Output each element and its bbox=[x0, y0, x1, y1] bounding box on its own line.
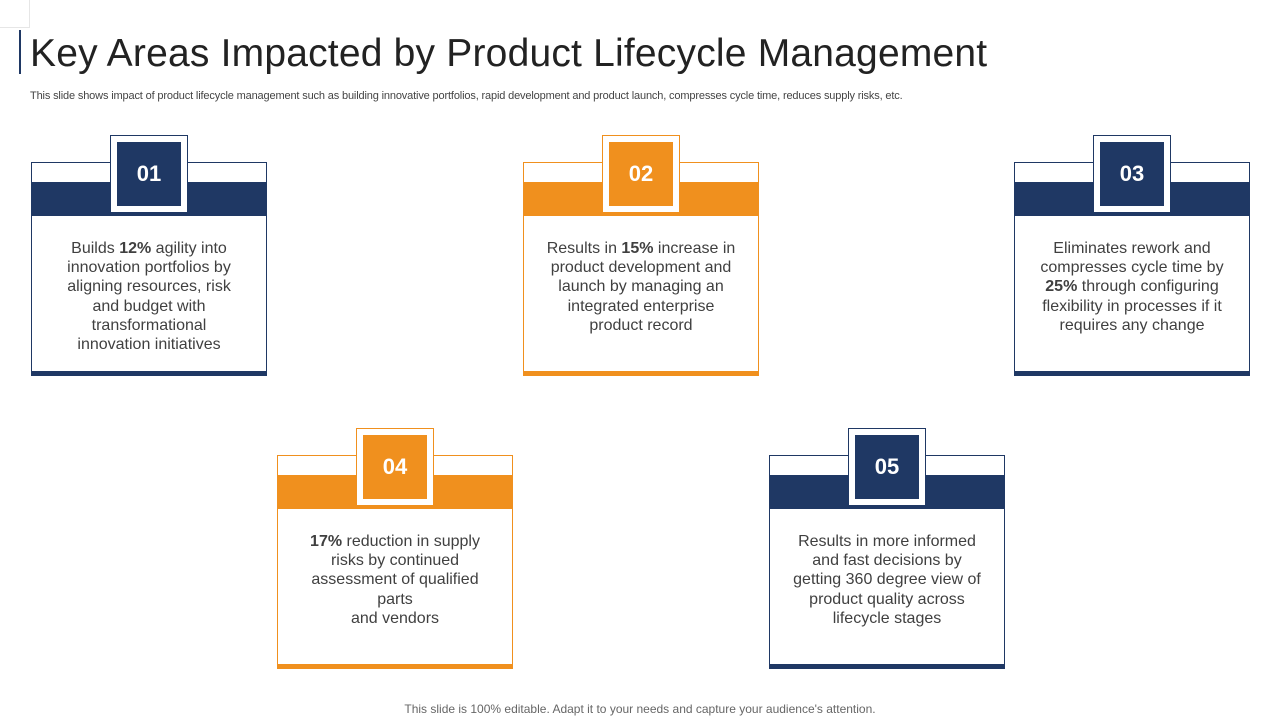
card-03: 03 Eliminates rework and compresses cycl… bbox=[1014, 135, 1250, 376]
card-text-line: requires any change bbox=[1059, 316, 1205, 334]
number-badge: 02 bbox=[602, 135, 680, 213]
card-text-line: compresses cycle time by bbox=[1040, 259, 1224, 277]
card-text-line: risks by continued bbox=[330, 552, 460, 570]
highlight-percent: 15% bbox=[621, 240, 654, 257]
card-text-line: flexibility in processes if it bbox=[1042, 297, 1222, 315]
card-bottom-bar bbox=[277, 664, 513, 669]
number-badge: 05 bbox=[848, 428, 926, 506]
corner-mark bbox=[0, 0, 30, 28]
card-description: Results in more informed and fast decisi… bbox=[790, 532, 984, 628]
card-text-line: product development and bbox=[550, 259, 732, 277]
card-02: 02 Results in 15% increase in product de… bbox=[523, 135, 759, 376]
card-text-line: product record bbox=[589, 316, 693, 334]
card-bottom-bar bbox=[769, 664, 1005, 669]
badge-number: 04 bbox=[363, 435, 427, 499]
badge-number: 03 bbox=[1100, 142, 1164, 206]
highlight-percent: 25% bbox=[1045, 278, 1078, 296]
card-text-line: Eliminates rework and bbox=[1053, 240, 1211, 257]
card-text-line: transformational bbox=[91, 316, 207, 334]
card-description: 17% reduction in supply risks by continu… bbox=[298, 532, 492, 628]
number-badge: 01 bbox=[110, 135, 188, 213]
card-text-line: lifecycle stages bbox=[832, 609, 942, 627]
card-text-line: getting 360 degree view of bbox=[793, 571, 981, 589]
card-05: 05 Results in more informed and fast dec… bbox=[769, 428, 1005, 669]
highlight-percent: 12% bbox=[119, 240, 152, 257]
page-subtitle: This slide shows impact of product lifec… bbox=[30, 90, 903, 102]
card-description: Builds 12% agility into innovation portf… bbox=[52, 239, 246, 354]
title-accent-bar bbox=[19, 30, 21, 74]
card-04: 04 17% reduction in supply risks by cont… bbox=[277, 428, 513, 669]
card-description: Results in 15% increase in product devel… bbox=[544, 239, 738, 335]
card-text-line: and fast decisions by bbox=[812, 552, 962, 570]
card-text-line: Results in 15% increase in bbox=[546, 240, 736, 257]
card-text-line: Builds 12% agility into bbox=[71, 240, 227, 257]
number-badge: 03 bbox=[1093, 135, 1171, 213]
card-text-line: innovation initiatives bbox=[77, 336, 221, 354]
card-text-line: and vendors bbox=[350, 609, 440, 627]
card-text-line: and budget with bbox=[92, 297, 206, 315]
card-text-line: 25% through configuring bbox=[1045, 278, 1219, 296]
card-description: Eliminates rework and compresses cycle t… bbox=[1035, 239, 1229, 335]
footer-note: This slide is 100% editable. Adapt it to… bbox=[404, 702, 876, 716]
badge-number: 01 bbox=[117, 142, 181, 206]
card-text-line: 17% reduction in supply bbox=[310, 533, 480, 550]
highlight-percent: 17% bbox=[310, 533, 343, 550]
card-bottom-bar bbox=[1014, 371, 1250, 376]
badge-number: 02 bbox=[609, 142, 673, 206]
card-text-line: integrated enterprise bbox=[567, 297, 715, 315]
card-text-line: product quality across bbox=[809, 590, 965, 608]
card-01: 01 Builds 12% agility into innovation po… bbox=[31, 135, 267, 376]
card-text-line: aligning resources, risk bbox=[67, 278, 231, 296]
card-text-line: Results in more informed bbox=[798, 533, 976, 550]
card-text-line: assessment of qualified bbox=[311, 571, 479, 589]
card-text-line: innovation portfolios by bbox=[67, 259, 231, 277]
number-badge: 04 bbox=[356, 428, 434, 506]
badge-number: 05 bbox=[855, 435, 919, 499]
card-text-line: parts bbox=[377, 590, 413, 608]
card-bottom-bar bbox=[523, 371, 759, 376]
card-bottom-bar bbox=[31, 371, 267, 376]
page-title: Key Areas Impacted by Product Lifecycle … bbox=[30, 32, 988, 75]
card-text-line: launch by managing an bbox=[558, 278, 724, 296]
